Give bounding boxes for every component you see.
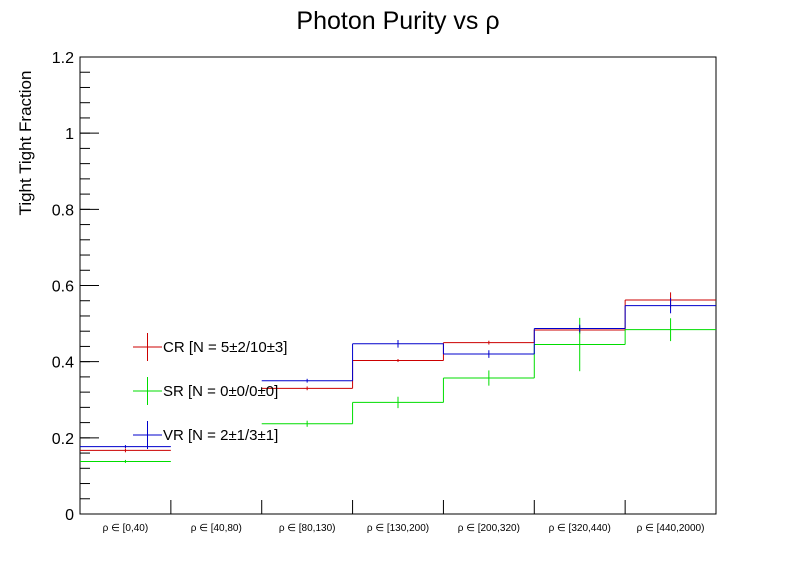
y-axis-label: Tight Tight Fraction <box>16 71 35 216</box>
x-tick-label: ρ ∈ [440,2000) <box>637 523 705 534</box>
y-tick-label: 0.6 <box>52 279 74 296</box>
x-tick-label: ρ ∈ [320,440) <box>549 523 611 534</box>
series-2 <box>80 298 716 449</box>
y-axis: 0 0.2 0.4 0.6 0.8 1 1.2 <box>52 50 99 524</box>
x-tick-label: ρ ∈ [200,320) <box>458 523 520 534</box>
x-tick-label: ρ ∈ [130,200) <box>367 523 429 534</box>
legend-entry-label: SR [N = 0±0/0±0] <box>163 383 278 400</box>
x-axis: ρ ∈ [0,40) ρ ∈ [40,80) ρ ∈ [80,130) ρ ∈ [13… <box>79 500 717 534</box>
y-tick-label: 0.8 <box>52 202 74 219</box>
plot-frame <box>79 56 717 515</box>
x-tick-label: ρ ∈ [40,80) <box>191 523 242 534</box>
legend: CR [N = 5±2/10±3] SR [N = 0±0/0±0] VR [N =… <box>133 333 287 449</box>
chart-title: Photon Purity vs ρ <box>296 7 499 35</box>
series-group <box>80 292 716 463</box>
series-1 <box>80 317 716 463</box>
x-tick-label: ρ ∈ [80,130) <box>279 523 336 534</box>
y-tick-label: 0 <box>65 507 74 524</box>
y-tick-label: 0.4 <box>52 355 74 372</box>
legend-entry-label: CR [N = 5±2/10±3] <box>163 339 287 356</box>
legend-entry-label: VR [N = 2±1/3±1] <box>163 427 278 444</box>
y-tick-label: 0.2 <box>52 431 74 448</box>
y-tick-label: 1 <box>65 126 74 143</box>
y-tick-label: 1.2 <box>52 50 74 67</box>
x-tick-label: ρ ∈ [0,40) <box>103 523 149 534</box>
